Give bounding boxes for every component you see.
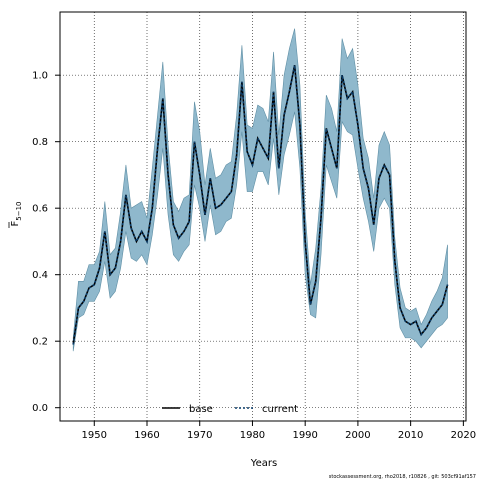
x-tick-label: 1950 — [82, 430, 107, 441]
x-tick-label: 1970 — [187, 430, 212, 441]
y-tick-label: 0.2 — [32, 337, 48, 348]
plot-frame — [59, 11, 467, 422]
x-tick-label: 2000 — [345, 430, 370, 441]
y-axis-label: F5−10 — [8, 202, 23, 228]
y-tick-label: 1.0 — [32, 71, 48, 82]
y-tick-label: 0.6 — [32, 204, 48, 215]
legend-label-base: base — [189, 404, 213, 415]
x-tick-label: 1990 — [292, 430, 317, 441]
y-tick-label: 0.8 — [32, 137, 48, 148]
x-tick-label: 2020 — [451, 430, 476, 441]
y-tick-label: 0.0 — [32, 403, 48, 414]
x-tick-label: 1980 — [240, 430, 265, 441]
footer-text: stockassessment.org, rho2018, r10826 , g… — [329, 474, 476, 480]
legend-label-current: current — [262, 404, 298, 415]
legend: base current — [162, 404, 298, 415]
x-tick-label: 2010 — [398, 430, 423, 441]
x-axis: 1950 1960 1970 1980 1990 2000 2010 2020 — [82, 421, 476, 441]
series-line-current — [72, 65, 449, 345]
svg-text:F5−10: F5−10 — [10, 202, 23, 227]
x-tick-label: 1960 — [134, 430, 159, 441]
confidence-band — [72, 28, 448, 352]
y-axis-label-sub: 5−10 — [15, 202, 23, 221]
y-axis-label-main: F — [10, 221, 21, 227]
y-axis: 0.0 0.2 0.4 0.6 0.8 1.0 — [32, 71, 60, 414]
y-tick-label: 0.4 — [32, 270, 48, 281]
x-axis-label: Years — [250, 458, 277, 469]
